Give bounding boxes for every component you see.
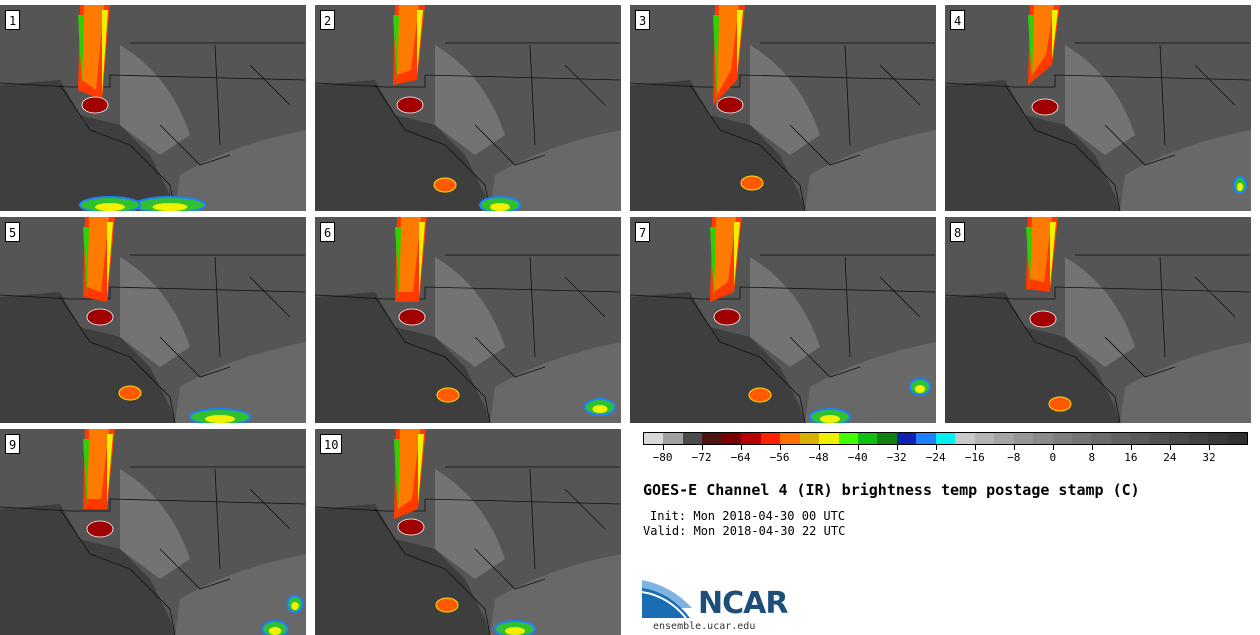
colorbar-segment (838, 433, 858, 444)
colorbar-segment (1130, 433, 1150, 444)
colorbar-segment (644, 433, 664, 444)
colorbar-tick (1208, 445, 1210, 450)
colorbar-ticks: −80 −72 −64 −56 −48 −40 −32 −24 −16 −8 0 8 16 24 32 (643, 445, 1248, 465)
colorbar-segment (877, 433, 897, 444)
colorbar-tick-label: −72 (691, 451, 712, 464)
colorbar-segment (819, 433, 839, 444)
panel-number: 9 (5, 434, 21, 454)
colorbar-tick-label: −16 (964, 451, 985, 464)
colorbar-tick (1130, 445, 1132, 450)
panel-6: 6 (315, 217, 621, 423)
colorbar-segment (1013, 433, 1034, 444)
colorbar-segment (994, 433, 1014, 444)
colorbar-segment (896, 433, 917, 444)
panel-number: 5 (5, 222, 21, 242)
colorbar-tick-label: 0 (1049, 451, 1057, 464)
satellite-map (630, 217, 936, 423)
panel-number: 3 (635, 10, 651, 30)
colorbar-segment (1149, 433, 1170, 444)
panel-1: 1 (0, 5, 306, 211)
panel-9: 9 (0, 429, 306, 635)
colorbar-tick (662, 445, 664, 450)
colorbar-segment (702, 433, 722, 444)
colorbar-segment (1071, 433, 1092, 444)
colorbar-segment (1052, 433, 1072, 444)
panel-3: 3 (630, 5, 936, 211)
colorbar-tick (740, 445, 742, 450)
valid-time: Valid: Mon 2018-04-30 22 UTC (643, 524, 846, 538)
panel-8: 8 (945, 217, 1251, 423)
colorbar-tick-label: −32 (886, 451, 907, 464)
colorbar-tick-label: −64 (730, 451, 751, 464)
colorbar-tick-label: −40 (847, 451, 868, 464)
colorbar-tick (1169, 445, 1171, 450)
colorbar-tick (1052, 445, 1054, 450)
panel-10: 10 (315, 429, 621, 635)
colorbar-tick (818, 445, 820, 450)
panel-number: 2 (320, 10, 336, 30)
panel-number: 8 (950, 222, 966, 242)
colorbar-tick (896, 445, 898, 450)
colorbar-tick-label: −48 (808, 451, 829, 464)
ncar-logo-text: NCAR (698, 586, 788, 621)
colorbar-segment (1208, 433, 1228, 444)
colorbar-tick-label: 16 (1124, 451, 1138, 464)
colorbar-tick-label: 32 (1202, 451, 1216, 464)
satellite-map (0, 5, 306, 211)
panel-number: 6 (320, 222, 336, 242)
colorbar-tick (779, 445, 781, 450)
site-url: ensemble.ucar.edu (653, 621, 756, 632)
colorbar-tick (857, 445, 859, 450)
panel-2: 2 (315, 5, 621, 211)
satellite-map (630, 5, 936, 211)
init-time: Init: Mon 2018-04-30 00 UTC (650, 509, 846, 523)
colorbar-segment (974, 433, 995, 444)
colorbar-tick-label: −56 (769, 451, 790, 464)
ncar-logo-icon (642, 580, 692, 619)
colorbar-segment (955, 433, 975, 444)
panel-number: 4 (950, 10, 966, 30)
colorbar-segment (935, 433, 956, 444)
colorbar-tick (1091, 445, 1093, 450)
colorbar-tick (701, 445, 703, 450)
panel-7: 7 (630, 217, 936, 423)
colorbar-segment (916, 433, 936, 444)
colorbar-segment (1110, 433, 1131, 444)
colorbar-tick-label: −24 (925, 451, 946, 464)
colorbar-tick (935, 445, 937, 450)
colorbar-segment (760, 433, 781, 444)
colorbar-segment (721, 433, 742, 444)
colorbar-tick-label: −8 (1007, 451, 1021, 464)
satellite-map (0, 217, 306, 423)
panel-4: 4 (945, 5, 1251, 211)
satellite-map (315, 5, 621, 211)
colorbar-segment (857, 433, 878, 444)
panel-number: 1 (5, 10, 21, 30)
figure-title: GOES-E Channel 4 (IR) brightness temp po… (643, 481, 1140, 499)
colorbar-tick-label: −80 (652, 451, 673, 464)
colorbar-segment (1188, 433, 1209, 444)
panel-5: 5 (0, 217, 306, 423)
panel-number: 10 (320, 434, 343, 454)
satellite-map (945, 217, 1251, 423)
colorbar-segment (799, 433, 820, 444)
satellite-map (0, 429, 306, 635)
colorbar-segment (780, 433, 800, 444)
colorbar-segment (741, 433, 761, 444)
panel-number: 7 (635, 222, 651, 242)
colorbar-segment (1169, 433, 1189, 444)
colorbar-segment (663, 433, 683, 444)
colorbar (643, 432, 1248, 445)
colorbar-segment (1227, 433, 1248, 444)
colorbar-segment (1033, 433, 1053, 444)
colorbar-segment (1091, 433, 1111, 444)
colorbar-tick (1013, 445, 1015, 450)
satellite-map (315, 429, 621, 635)
colorbar-tick (974, 445, 976, 450)
colorbar-tick-label: 24 (1163, 451, 1177, 464)
satellite-map (315, 217, 621, 423)
colorbar-tick-label: 8 (1088, 451, 1096, 464)
satellite-map (945, 5, 1251, 211)
colorbar-segment (682, 433, 703, 444)
